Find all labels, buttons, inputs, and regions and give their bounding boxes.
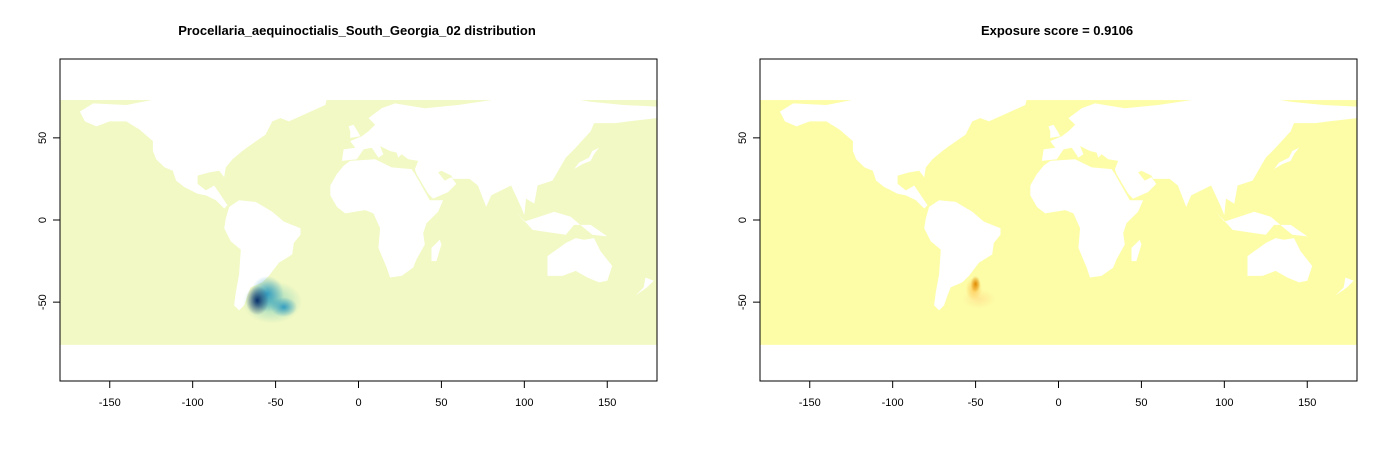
land-australia [1247,238,1313,283]
x-tick-label: 0 [355,397,361,409]
land-south-america [924,200,1001,311]
land-north-america [79,85,323,209]
land-madagascar [431,239,442,262]
distribution-map-panel: Procellaria_aequinoctialis_South_Georgia… [37,23,658,409]
y-tick-label: -50 [737,294,749,310]
land-eurasia [1041,91,1357,216]
x-tick-label: 100 [1215,397,1233,409]
map-body [60,83,657,345]
exposure-map-title: Exposure score = 0.9106 [981,23,1133,38]
x-tick-label: -150 [799,397,821,409]
x-tick-label: 150 [1298,397,1316,409]
y-tick-label: 50 [737,132,749,144]
land-eurasia [341,91,657,216]
land-uk [348,124,361,138]
land-uk [1048,124,1061,138]
y-tick-label: 0 [37,217,49,223]
density-hotspot [270,297,298,317]
land-new-zealand [635,277,654,296]
land-madagascar [1131,239,1142,262]
x-tick-label: 100 [515,397,533,409]
x-tick-label: -50 [968,397,984,409]
land-japan [1274,147,1299,170]
density-hotspot [970,275,981,293]
x-tick-label: 0 [1055,397,1061,409]
density-hotspot [245,285,269,316]
x-tick-label: 50 [435,397,447,409]
land-africa [330,159,444,278]
x-tick-label: -100 [182,397,204,409]
y-tick-label: 0 [737,217,749,223]
land-japan [574,147,599,170]
x-tick-label: -150 [99,397,121,409]
y-tick-label: -50 [37,294,49,310]
land-north-america [779,85,1022,209]
x-tick-label: 150 [598,397,616,409]
x-tick-label: -100 [882,397,904,409]
land-new-zealand [1335,277,1354,296]
land-south-america [224,200,301,311]
map-body [760,83,1357,345]
land-greenland-arctic [239,83,329,122]
x-tick-label: 50 [1135,397,1147,409]
exposure-map-panel: Exposure score = 0.9106 -150 -100 -50 0 50 10… [737,23,1358,409]
land-indonesia [516,211,608,237]
land-greenland-arctic [939,83,1029,122]
x-tick-label: -50 [268,397,284,409]
land-australia [547,238,613,283]
distribution-map-title: Procellaria_aequinoctialis_South_Georgia… [178,23,536,38]
y-tick-label: 50 [37,132,49,144]
land-africa [1030,159,1144,278]
land-indonesia [1216,211,1308,237]
